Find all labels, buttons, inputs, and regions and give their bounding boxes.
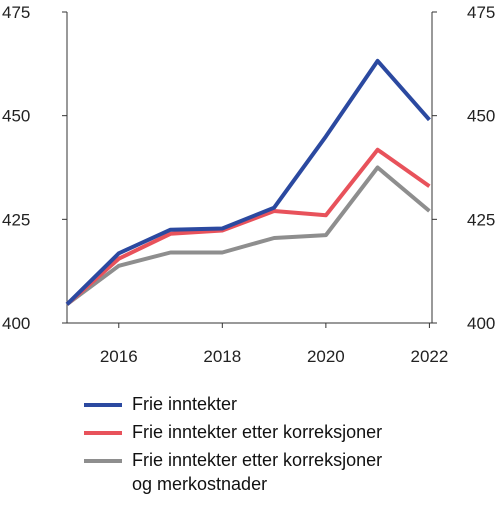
series-lines — [65, 58, 431, 306]
plot-frame — [66, 12, 433, 324]
legend: Frie inntekter Frie inntekter etter korre… — [84, 392, 484, 500]
y-tick-label-left: 400 — [2, 314, 30, 333]
legend-item: Frie inntekter etter korreksjoner — [84, 420, 484, 444]
x-axis: 2016 2018 2020 2022 — [100, 323, 448, 366]
y-tick-label-left: 425 — [2, 210, 30, 229]
y-tick-label-left: 450 — [2, 107, 30, 126]
x-tick-label: 2016 — [100, 347, 138, 366]
legend-swatch — [84, 403, 122, 407]
x-tick-label: 2018 — [203, 347, 241, 366]
legend-swatch — [84, 431, 122, 435]
y-tick-label-left: 475 — [2, 3, 30, 22]
legend-item: Frie inntekter etter korreksjoner og mer… — [84, 448, 484, 496]
y-axis-left: 400 425 450 475 — [2, 3, 67, 333]
y-tick-label-right: 400 — [467, 314, 495, 333]
series-line — [65, 58, 431, 306]
y-tick-label-right: 450 — [467, 107, 495, 126]
y-tick-label-right: 425 — [467, 210, 495, 229]
series-line — [65, 147, 431, 306]
legend-label: Frie inntekter — [132, 394, 238, 414]
legend-item: Frie inntekter — [84, 392, 484, 416]
y-tick-label-right: 475 — [467, 3, 495, 22]
series-line — [65, 165, 431, 306]
legend-label: Frie inntekter etter korreksjoner — [132, 422, 383, 442]
y-axis-right: 400 425 450 475 — [432, 3, 495, 333]
legend-label: Frie inntekter etter korreksjoner og mer… — [132, 450, 383, 494]
legend-swatch — [84, 459, 122, 463]
x-tick-label: 2020 — [307, 347, 345, 366]
x-tick-label: 2022 — [410, 347, 448, 366]
